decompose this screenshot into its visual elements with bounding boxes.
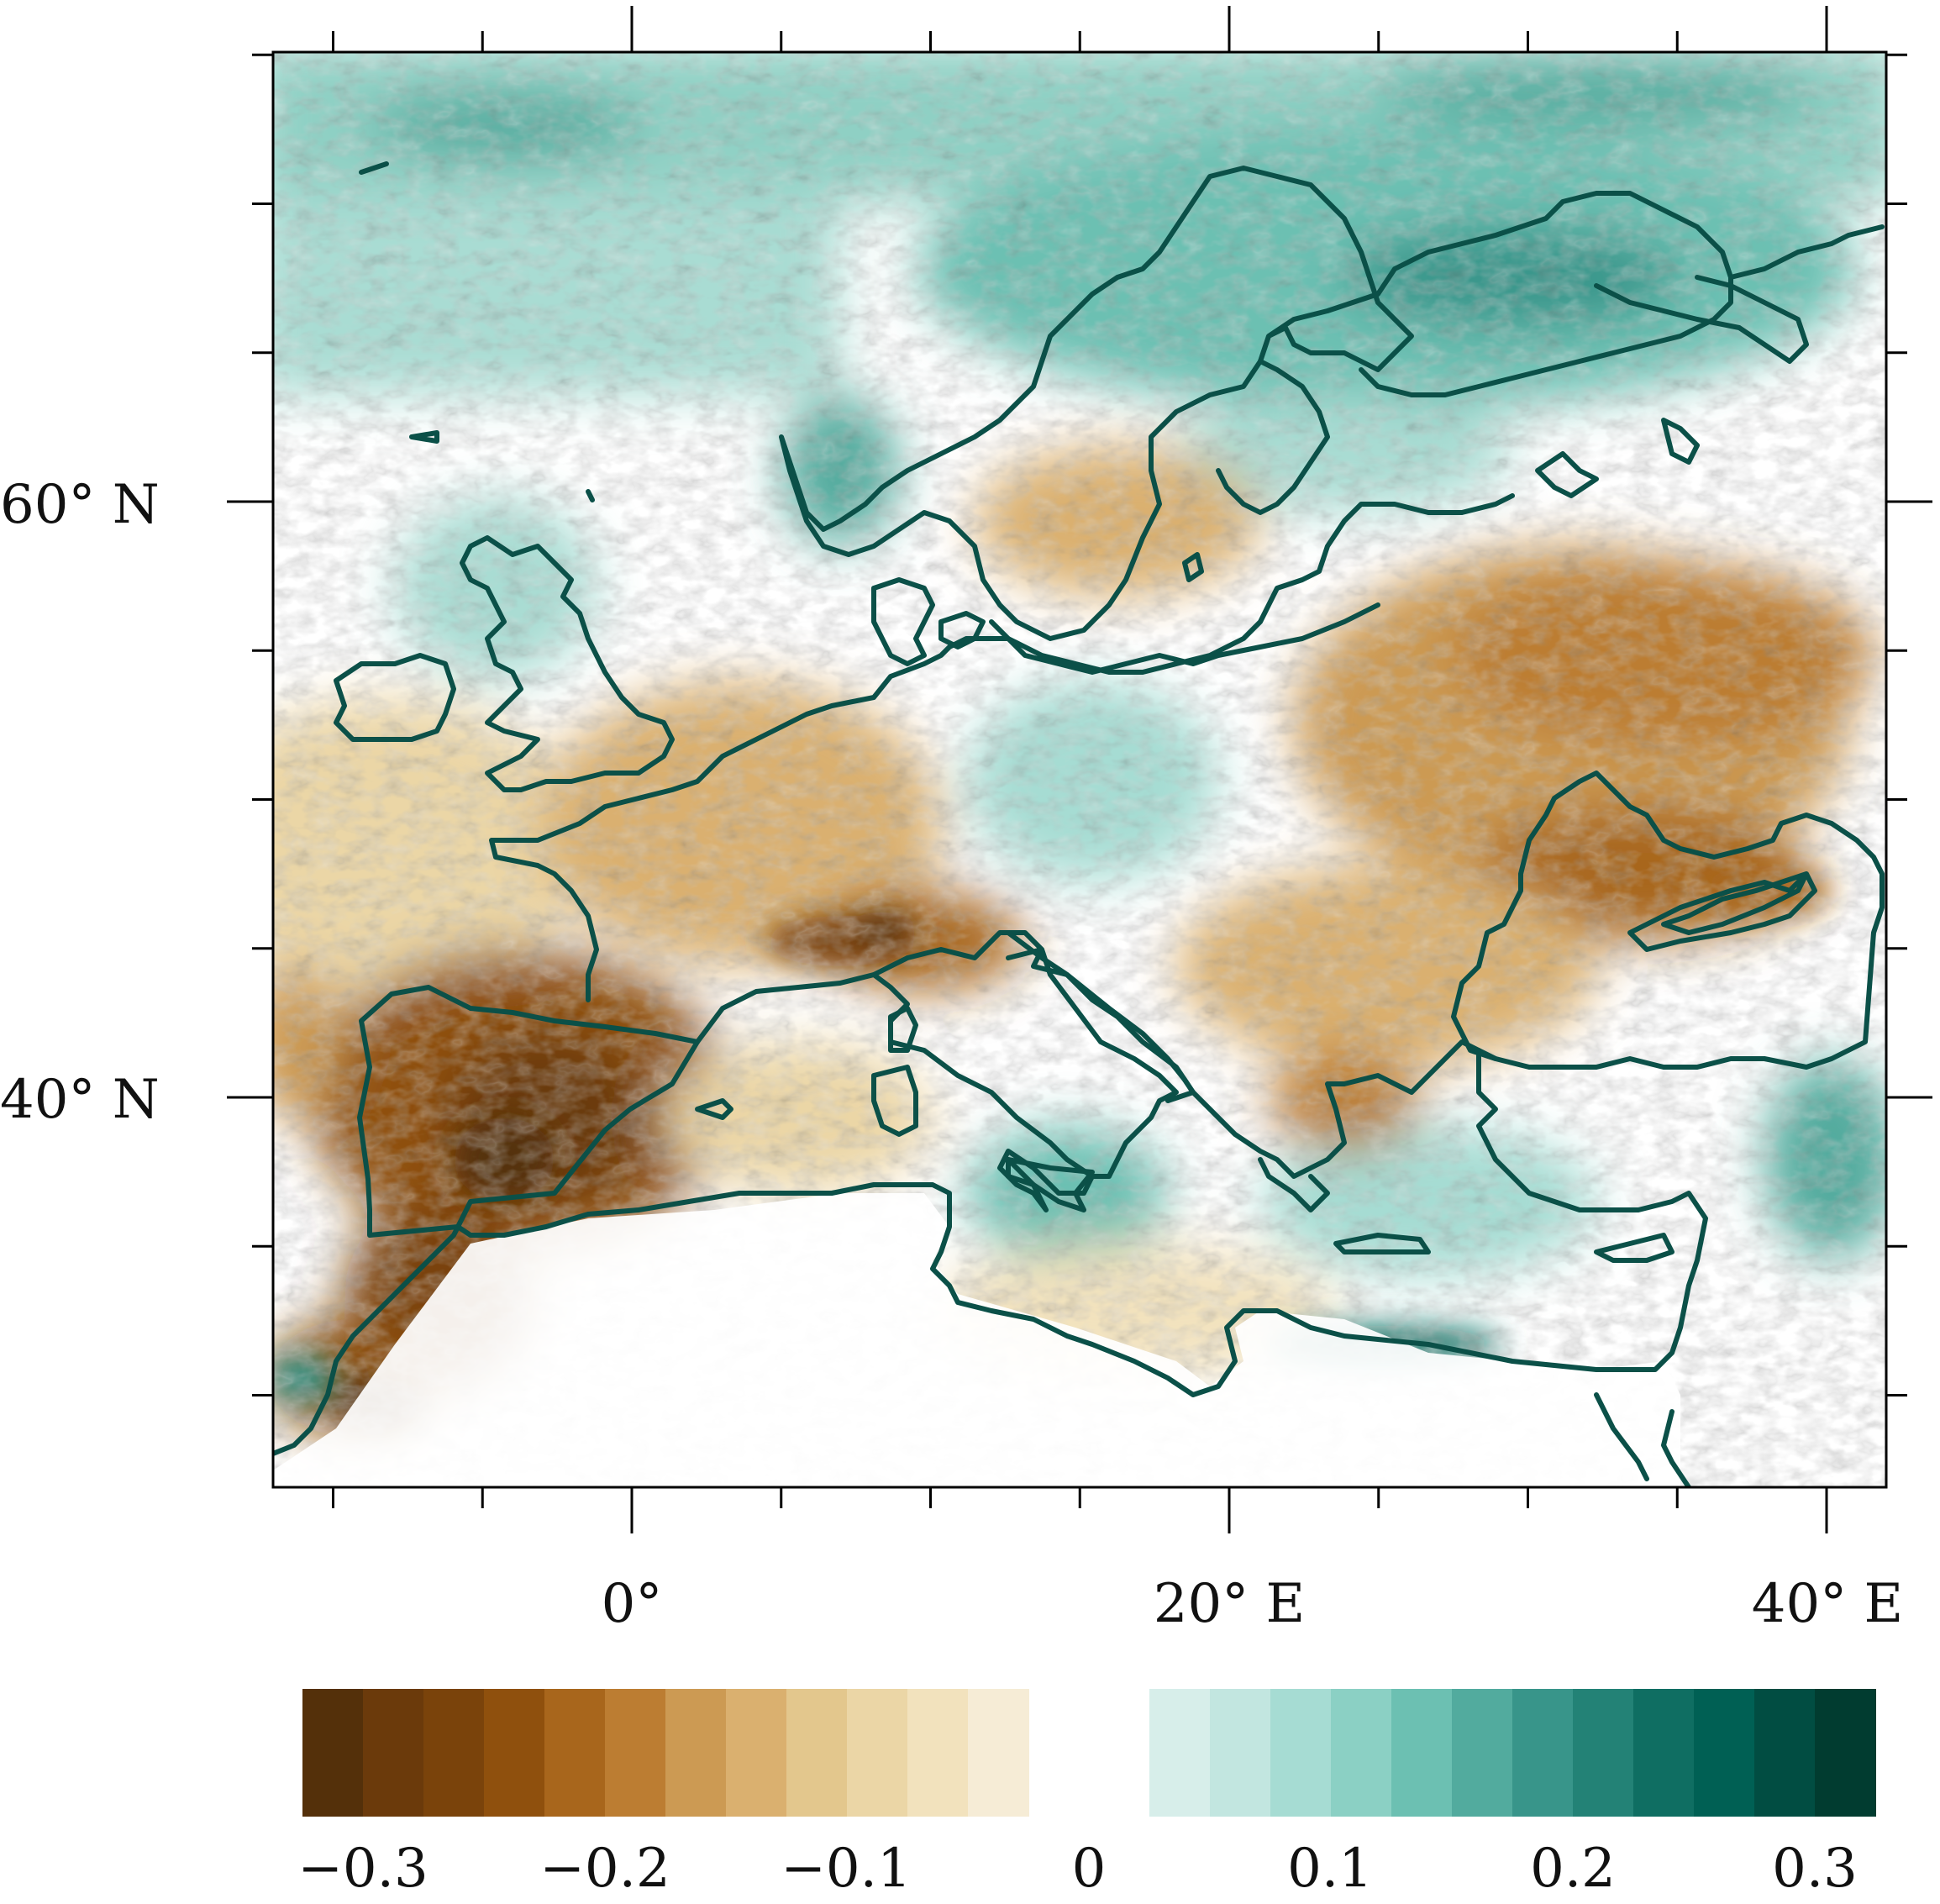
lon-label-20e: 20° E [1154, 1573, 1306, 1635]
coastline-baltic [989, 493, 1515, 675]
colorbar-swatch [1633, 1689, 1695, 1817]
colorbar-tick-labels: −0.3 −0.2 −0.1 0 0.1 0.2 0.3 [297, 1838, 1858, 1900]
anomaly-field [273, 52, 1886, 1487]
colorbar-swatch [1754, 1689, 1816, 1817]
colorbar-swatch [665, 1689, 727, 1817]
colorbar-swatch [544, 1689, 606, 1817]
coastline-cyprus [1594, 1233, 1674, 1263]
coastline-ireland [334, 653, 456, 742]
colorbar-positive [1149, 1689, 1876, 1817]
colorbar-swatch [1331, 1689, 1392, 1817]
colorbar-swatch [1573, 1689, 1634, 1817]
lon-label-40e: 40° E [1752, 1573, 1904, 1635]
coastline-black-sea [1451, 771, 1885, 1070]
coastline-scandinavia [779, 166, 1733, 641]
coastline-sinai [1594, 1392, 1693, 1487]
coastline-iceland-fragment [359, 161, 389, 175]
coastline-bothnia [1216, 359, 1330, 515]
axis-ticks [227, 6, 1932, 1533]
colorbar-swatch [907, 1689, 969, 1817]
coastline-onega [1535, 418, 1700, 498]
colorbar-tick-label: −0.3 [297, 1838, 428, 1900]
coastline-sicily [1006, 1157, 1095, 1212]
coastline-gotland [1182, 552, 1204, 582]
coastline-corsica [888, 1006, 918, 1053]
colorbar-swatch [1694, 1689, 1755, 1817]
coastline-morocco [273, 1224, 460, 1456]
coastlines [273, 161, 1885, 1487]
colorbar-swatch [1149, 1689, 1211, 1817]
colorbar-tick-label: −0.1 [781, 1838, 911, 1900]
coastline-russia-north [1728, 224, 1885, 280]
coastline-great-britain [460, 535, 675, 792]
colorbar-tick-label: 0.2 [1530, 1838, 1616, 1900]
coastline-sardinia [871, 1065, 918, 1137]
colorbar-negative [302, 1689, 1029, 1817]
colorbar-swatch [1270, 1689, 1332, 1817]
coastline-shetland [586, 489, 595, 502]
coastline-balearic [695, 1098, 733, 1120]
lon-label-0: 0° [602, 1573, 663, 1635]
colorbar-swatch [726, 1689, 787, 1817]
colorbar-swatch [484, 1689, 545, 1817]
colorbar-swatch [847, 1689, 908, 1817]
colorbar-tick-label: 0.3 [1772, 1838, 1858, 1900]
coastline-crete [1333, 1233, 1431, 1254]
coastline-western-europe [357, 985, 700, 1238]
lat-label-60n: 60° N [0, 474, 160, 536]
colorbar-tick-label: 0.1 [1287, 1838, 1373, 1900]
coastline-faroes [409, 430, 439, 444]
coastline-kola [1594, 275, 1809, 364]
colorbar: −0.3 −0.2 −0.1 0 0.1 0.2 0.3 [297, 1689, 1876, 1900]
colorbar-swatch [302, 1689, 364, 1817]
axis-labels: 60° N 40° N 0° 20° E 40° E [0, 474, 1903, 1635]
colorbar-swatch [363, 1689, 424, 1817]
colorbar-swatch [1452, 1689, 1513, 1817]
coastline-balkans [1006, 930, 1498, 1212]
colorbar-swatch [968, 1689, 1029, 1817]
colorbar-tick-label: −0.2 [539, 1838, 670, 1900]
colorbar-swatch [1512, 1689, 1574, 1817]
colorbar-swatch [423, 1689, 485, 1817]
colorbar-swatch [1815, 1689, 1876, 1817]
coastline-turkey-levant [455, 1048, 1708, 1397]
lat-label-40n: 40° N [0, 1069, 160, 1131]
colorbar-swatch [1391, 1689, 1453, 1817]
colorbar-tick-label: 0 [1072, 1838, 1107, 1900]
colorbar-swatch [605, 1689, 666, 1817]
colorbar-swatch [786, 1689, 848, 1817]
coastline-denmark [871, 577, 986, 666]
colorbar-swatch [1210, 1689, 1271, 1817]
